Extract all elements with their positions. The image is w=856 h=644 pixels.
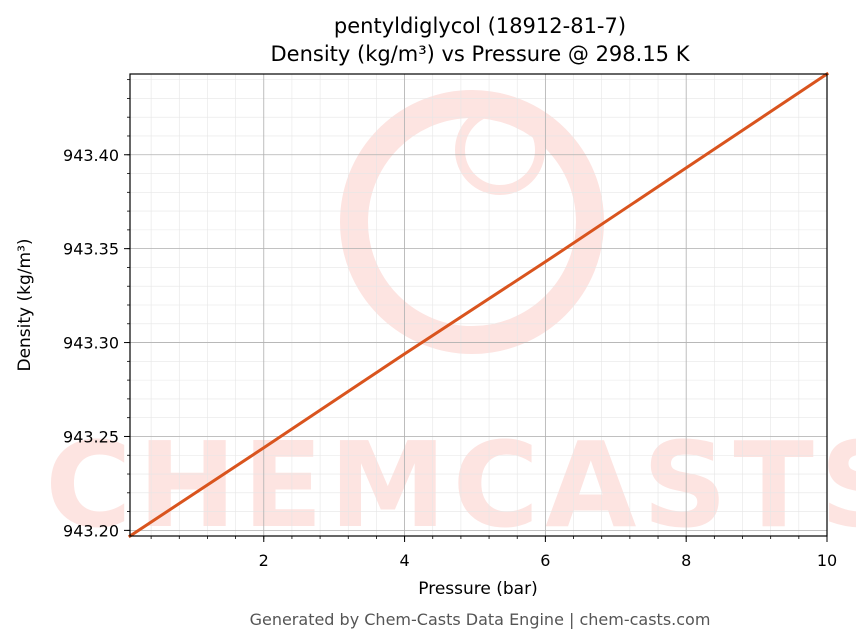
x-tick-label: 2	[259, 551, 269, 570]
series-line-density	[127, 71, 830, 539]
y-tick-label: 943.20	[63, 521, 119, 540]
y-tick-label: 943.30	[63, 334, 119, 353]
series-layer	[127, 71, 830, 539]
x-tick-label: 10	[817, 551, 837, 570]
y-tick-label: 943.35	[63, 240, 119, 259]
x-axis-ticks: 2 4 6 8 10	[150, 536, 837, 570]
chart-title: pentyldiglycol (18912-81-7)	[334, 14, 626, 38]
watermark-logo-swirl	[340, 90, 604, 354]
chart-subtitle: Density (kg/m³) vs Pressure @ 298.15 K	[270, 42, 690, 66]
x-tick-label: 4	[399, 551, 409, 570]
x-axis-label: Pressure (bar)	[418, 579, 537, 599]
watermark-text: CHEMCASTS	[45, 416, 856, 554]
y-axis-label: Density (kg/m³)	[15, 238, 35, 371]
y-tick-label: 943.25	[63, 427, 119, 446]
watermark: CHEMCASTS	[45, 90, 856, 554]
y-tick-label: 943.40	[63, 146, 119, 165]
major-grid	[130, 74, 828, 536]
x-tick-label: 6	[540, 551, 550, 570]
x-tick-label: 8	[681, 551, 691, 570]
y-axis-ticks: 943.20 943.25 943.30 943.35 943.40	[63, 79, 130, 540]
footer-credit: Generated by Chem-Casts Data Engine | ch…	[250, 610, 711, 629]
